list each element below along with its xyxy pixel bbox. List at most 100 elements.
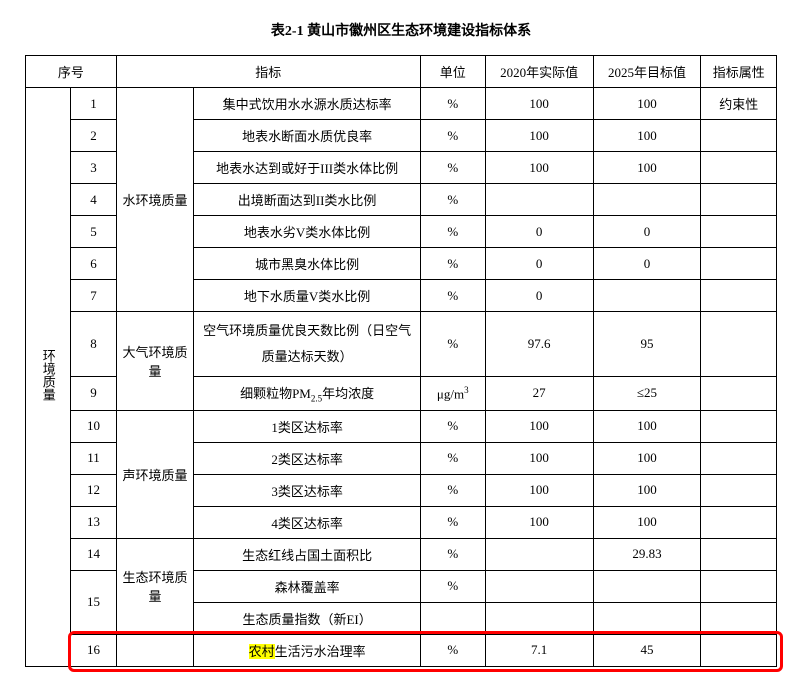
indicator-cell: 城市黑臭水体比例 (194, 248, 421, 280)
actual-cell: 7.1 (485, 634, 593, 666)
target-cell: 95 (593, 312, 701, 377)
actual-cell: 100 (485, 410, 593, 442)
actual-cell (485, 184, 593, 216)
attr-cell (701, 377, 777, 411)
indicator-cell: 生态质量指数（新EI） (194, 602, 421, 634)
table-row: 16 农村生活污水治理率 % 7.1 45 (26, 634, 777, 666)
unit-cell: % (420, 474, 485, 506)
col-seq: 序号 (26, 56, 117, 88)
indicator-cell: 空气环境质量优良天数比例（日空气质量达标天数） (194, 312, 421, 377)
unit-cell: % (420, 120, 485, 152)
seq-cell: 4 (71, 184, 116, 216)
attr-cell (701, 602, 777, 634)
target-cell (593, 184, 701, 216)
target-cell: 0 (593, 248, 701, 280)
unit-cell: % (420, 152, 485, 184)
category-water: 水环境质量 (116, 88, 194, 312)
table-row: 8 大气环境质量 空气环境质量优良天数比例（日空气质量达标天数） % 97.6 … (26, 312, 777, 377)
unit-cell: % (420, 634, 485, 666)
table-wrapper: 序号 指标 单位 2020年实际值 2025年目标值 指标属性 环境质量 1 水… (25, 55, 777, 667)
category-blank (116, 634, 194, 666)
attr-cell (701, 280, 777, 312)
indicator-cell: 集中式饮用水水源水质达标率 (194, 88, 421, 120)
indicator-cell: 地表水断面水质优良率 (194, 120, 421, 152)
col-unit: 单位 (420, 56, 485, 88)
unit-cell: % (420, 442, 485, 474)
attr-cell (701, 120, 777, 152)
unit-cell: % (420, 216, 485, 248)
attr-cell (701, 184, 777, 216)
attr-cell (701, 312, 777, 377)
indicator-cell: 森林覆盖率 (194, 570, 421, 602)
indicator-cell: 农村生活污水治理率 (194, 634, 421, 666)
seq-cell: 7 (71, 280, 116, 312)
indicator-cell: 地下水质量V类水比例 (194, 280, 421, 312)
target-cell: ≤25 (593, 377, 701, 411)
unit-cell: μg/m3 (420, 377, 485, 411)
actual-cell: 0 (485, 216, 593, 248)
seq-cell: 13 (71, 506, 116, 538)
seq-cell: 9 (71, 377, 116, 411)
unit-cell (420, 602, 485, 634)
actual-cell: 100 (485, 152, 593, 184)
attr-cell (701, 248, 777, 280)
unit-cell: % (420, 280, 485, 312)
seq-cell: 3 (71, 152, 116, 184)
unit-cell: % (420, 506, 485, 538)
indicator-cell: 细颗粒物PM2.5年均浓度 (194, 377, 421, 411)
table-row: 10 声环境质量 1类区达标率 % 100 100 (26, 410, 777, 442)
unit-cell: % (420, 312, 485, 377)
target-cell: 100 (593, 88, 701, 120)
indicator-cell: 1类区达标率 (194, 410, 421, 442)
category-eco: 生态环境质量 (116, 538, 194, 634)
indicator-cell: 地表水达到或好于III类水体比例 (194, 152, 421, 184)
target-cell: 100 (593, 120, 701, 152)
target-cell: 45 (593, 634, 701, 666)
attr-cell (701, 410, 777, 442)
indicator-cell: 4类区达标率 (194, 506, 421, 538)
indicator-cell: 2类区达标率 (194, 442, 421, 474)
actual-cell: 100 (485, 506, 593, 538)
actual-cell (485, 602, 593, 634)
table-row: 14 生态环境质量 生态红线占国土面积比 % 29.83 (26, 538, 777, 570)
target-cell (593, 280, 701, 312)
seq-cell: 16 (71, 634, 116, 666)
actual-cell: 100 (485, 120, 593, 152)
category-air: 大气环境质量 (116, 312, 194, 411)
actual-cell (485, 570, 593, 602)
attr-cell (701, 634, 777, 666)
target-cell: 0 (593, 216, 701, 248)
header-row: 序号 指标 单位 2020年实际值 2025年目标值 指标属性 (26, 56, 777, 88)
unit-cell: % (420, 410, 485, 442)
actual-cell: 97.6 (485, 312, 593, 377)
target-cell: 100 (593, 410, 701, 442)
category-sound: 声环境质量 (116, 410, 194, 538)
col-actual2020: 2020年实际值 (485, 56, 593, 88)
actual-cell: 27 (485, 377, 593, 411)
indicator-cell: 地表水劣V类水体比例 (194, 216, 421, 248)
target-cell: 100 (593, 442, 701, 474)
seq-cell: 11 (71, 442, 116, 474)
unit-cell: % (420, 248, 485, 280)
attr-cell (701, 474, 777, 506)
seq-cell: 1 (71, 88, 116, 120)
unit-cell: % (420, 538, 485, 570)
actual-cell: 0 (485, 280, 593, 312)
actual-cell: 0 (485, 248, 593, 280)
target-cell (593, 602, 701, 634)
target-cell (593, 570, 701, 602)
unit-cell: % (420, 184, 485, 216)
highlight-text: 农村 (249, 644, 275, 659)
target-cell: 100 (593, 506, 701, 538)
big-category-cell: 环境质量 (26, 88, 71, 667)
seq-cell: 5 (71, 216, 116, 248)
col-target2025: 2025年目标值 (593, 56, 701, 88)
seq-cell: 14 (71, 538, 116, 570)
actual-cell: 100 (485, 442, 593, 474)
actual-cell: 100 (485, 88, 593, 120)
indicator-cell: 3类区达标率 (194, 474, 421, 506)
attr-cell (701, 538, 777, 570)
attr-cell (701, 216, 777, 248)
seq-cell: 8 (71, 312, 116, 377)
actual-cell (485, 538, 593, 570)
